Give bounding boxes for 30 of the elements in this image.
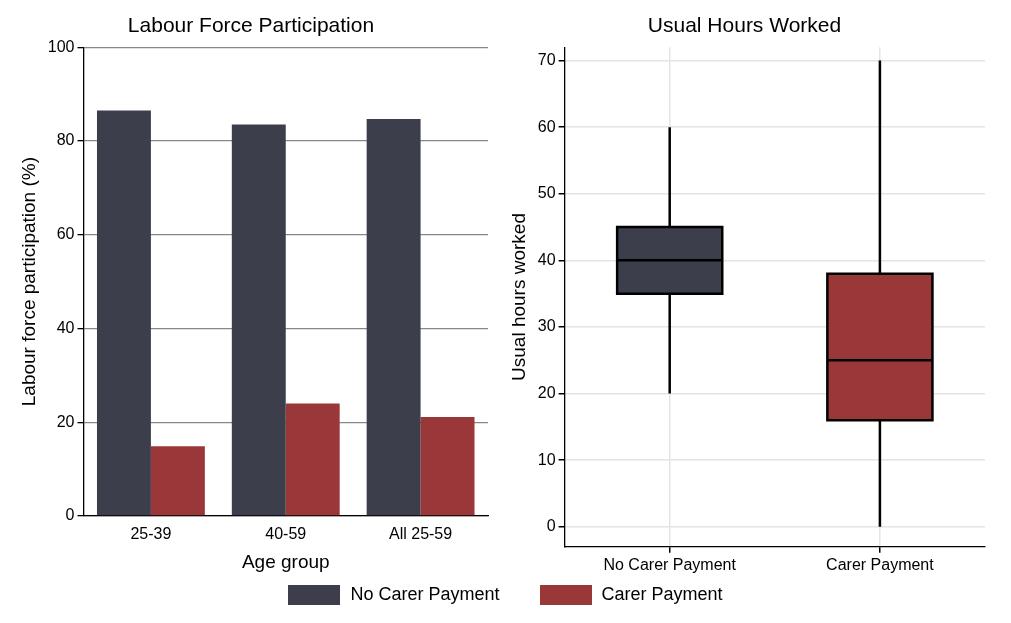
- chart-title: Usual Hours Worked: [647, 13, 842, 37]
- x-axis-title: Age group: [241, 550, 330, 572]
- y-tick-label: 70: [537, 50, 556, 68]
- x-tick-label: All 25-59: [389, 525, 453, 543]
- x-tick-label: 40-59: [265, 525, 307, 543]
- bar: [150, 446, 205, 516]
- legend-label: Carer Payment: [601, 584, 723, 605]
- x-tick-label: 25-39: [130, 525, 172, 543]
- bar: [420, 417, 475, 516]
- y-tick-label: 0: [65, 506, 75, 524]
- y-tick-label: 0: [546, 517, 556, 535]
- bar: [366, 118, 421, 516]
- y-tick-label: 20: [56, 412, 75, 430]
- chart-title: Labour Force Participation: [127, 13, 375, 37]
- y-tick-label: 60: [56, 225, 75, 243]
- y-tick-label: 10: [537, 450, 556, 468]
- y-tick-label: 40: [56, 318, 75, 336]
- y-tick-label: 20: [537, 384, 556, 401]
- y-tick-label: 100: [47, 37, 75, 55]
- y-tick-label: 50: [537, 184, 556, 202]
- bar: [231, 124, 286, 516]
- bar: [285, 403, 340, 516]
- y-tick-label: 80: [56, 131, 75, 149]
- legend-label: No Carer Payment: [350, 584, 500, 605]
- y-tick-label: 40: [537, 250, 556, 268]
- y-axis-title: Labour force participation (%): [17, 156, 39, 407]
- y-tick-label: 60: [537, 117, 556, 135]
- y-axis-title: Usual hours worked: [507, 213, 529, 381]
- y-tick-label: 30: [537, 317, 556, 335]
- bar: [96, 110, 151, 516]
